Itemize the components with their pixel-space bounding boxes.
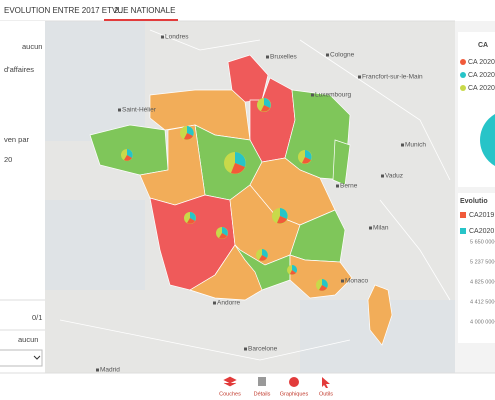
card-title: CA [478, 42, 488, 49]
city-label: Luxembourg [315, 92, 352, 99]
regions [89, 54, 393, 346]
city-dot [341, 279, 344, 283]
icon-charts[interactable] [289, 377, 299, 387]
axis-label: 5 237 500€ [470, 259, 495, 265]
city-dot [326, 53, 329, 57]
toolbar [0, 373, 495, 400]
city-label: Vaduz [385, 173, 403, 180]
legend-dot [460, 72, 466, 78]
city-dot [401, 143, 404, 147]
region [332, 139, 351, 186]
panel-label: ven par [4, 135, 30, 144]
pie-card [458, 32, 495, 187]
tab-bar [0, 0, 495, 21]
city-dot [266, 55, 269, 59]
tab[interactable]: EVOLUTION ENTRE 2017 ET 2... [4, 6, 125, 15]
icon-layers[interactable] [223, 376, 237, 387]
axis-label: 5 650 000€ [470, 239, 495, 245]
icon-tools[interactable] [322, 377, 330, 388]
city-dot [118, 108, 121, 112]
city-dot [96, 368, 99, 372]
card-title: Evolutio [460, 198, 488, 205]
panel-label: 0/1 [32, 313, 42, 322]
icon-details[interactable] [258, 377, 266, 386]
pie-chart [480, 114, 495, 166]
city-label: Londres [165, 34, 189, 41]
city-label: Barcelone [248, 346, 278, 353]
legend-label: CA 2020 [468, 72, 495, 79]
panel-label: 20 [4, 155, 12, 164]
legend-dot [460, 59, 466, 65]
city-label: Milan [373, 225, 389, 232]
city-label: Andorre [217, 300, 241, 307]
city-label: Berne [340, 183, 358, 190]
toolbar-label[interactable]: Graphiques [280, 391, 309, 397]
tab[interactable]: VUE NATIONALE [112, 6, 175, 15]
legend-swatch [460, 212, 466, 218]
dropdown-chevron [33, 355, 41, 360]
city-dot [213, 301, 216, 305]
panel-label: aucun [22, 42, 42, 51]
legend-label: CA2019 [469, 212, 494, 219]
axis-label: 4 825 000€ [470, 279, 495, 285]
active-tab-underline [104, 19, 178, 21]
roads [59, 29, 451, 361]
legend-swatch [460, 228, 466, 234]
city-label: Bruxelles [270, 54, 297, 61]
sea [45, 200, 145, 290]
panel-label: d'affaires [4, 65, 34, 74]
city-dot [358, 75, 361, 79]
panel-label: aucun [18, 335, 38, 344]
legend-label: CA2020 [469, 228, 494, 235]
city-label: Madrid [100, 367, 120, 374]
legend-dot [460, 85, 466, 91]
dropdown[interactable] [0, 349, 43, 367]
city-label: Monaco [345, 278, 369, 285]
toolbar-label[interactable]: Couches [219, 391, 241, 397]
legend-label: CA 2020 [468, 59, 495, 66]
region [189, 244, 263, 301]
city-dot [381, 174, 384, 178]
legend-label: CA 2020 [468, 85, 495, 92]
city-dot [369, 226, 372, 230]
axis-label: 4 412 500€ [470, 299, 495, 305]
toolbar-label[interactable]: Détails [254, 391, 271, 397]
axis-label: 4 000 000€ [470, 319, 495, 325]
city-label: Saint-Hélier [122, 107, 157, 114]
region [367, 284, 393, 346]
region [289, 254, 353, 299]
city-label: Francfort-sur-le-Main [362, 74, 423, 81]
sea [45, 21, 145, 141]
city-dot [336, 184, 339, 188]
city-dot [244, 347, 247, 351]
region-pies [121, 98, 328, 291]
left-panel [0, 21, 45, 373]
toolbar-label[interactable]: Outils [319, 391, 333, 397]
city-label: Cologne [330, 52, 355, 59]
city-dot [311, 93, 314, 97]
city-label: Munich [405, 142, 426, 149]
city-dot [161, 35, 164, 39]
